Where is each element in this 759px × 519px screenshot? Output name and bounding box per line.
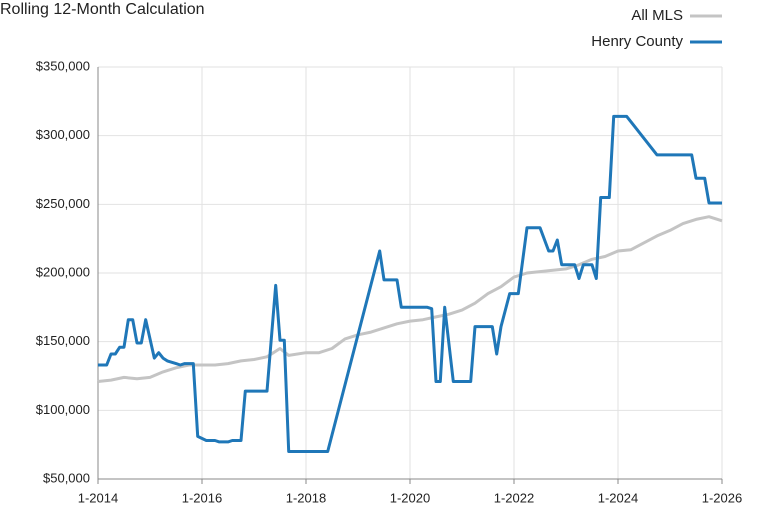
x-tick-label: 1-2014 [78,490,118,505]
x-tick-label: 1-2026 [702,490,742,505]
line-series [97,215,723,383]
y-tick-label: $200,000 [36,264,90,279]
x-tick-label: 1-2016 [182,490,222,505]
y-tick-label: $150,000 [36,333,90,348]
line-series [98,114,722,453]
x-tick-label: 1-2022 [494,490,534,505]
y-tick-label: $350,000 [36,58,90,73]
y-tick-label: $250,000 [36,196,90,211]
legend-label: All MLS [631,7,683,24]
legend-label: Henry County [591,33,683,50]
x-tick-label: 1-2024 [598,490,638,505]
chart-title: Rolling 12-Month Calculation [0,1,205,18]
y-tick-label: $50,000 [43,470,90,485]
x-tick-label: 1-2018 [286,490,326,505]
y-tick-label: $300,000 [36,127,90,142]
y-tick-label: $100,000 [36,402,90,417]
x-tick-label: 1-2020 [390,490,430,505]
